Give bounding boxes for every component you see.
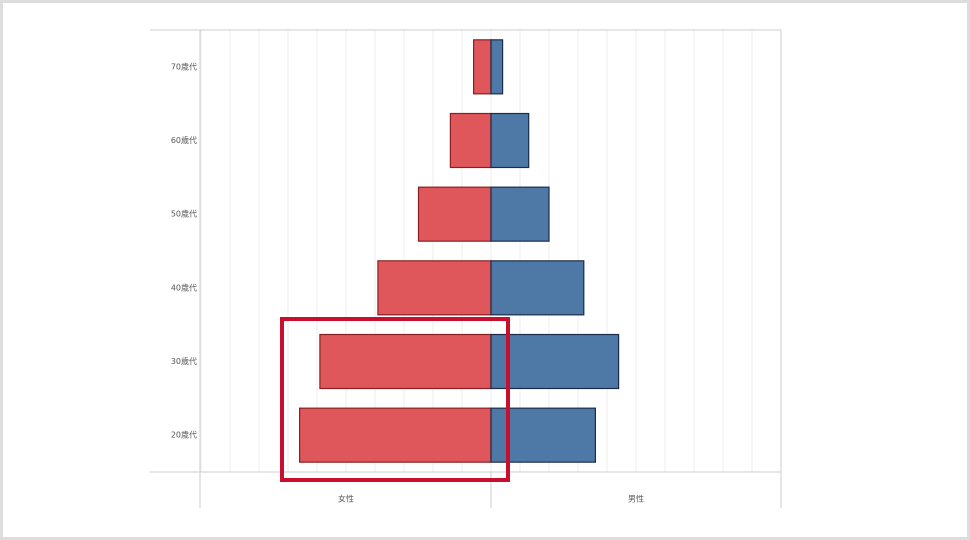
- bar: [377, 260, 492, 316]
- y-tick-label: 50歳代: [171, 209, 197, 219]
- bar: [473, 39, 492, 95]
- legend-label: 男性: [628, 494, 644, 504]
- bar: [417, 186, 492, 242]
- y-tick-label: 60歳代: [171, 135, 197, 145]
- bar: [449, 112, 492, 169]
- bar: [490, 260, 585, 316]
- bar: [490, 333, 620, 390]
- bar: [490, 186, 550, 242]
- bar: [490, 112, 530, 169]
- highlight-box: [280, 317, 510, 482]
- bar: [299, 407, 492, 463]
- grid: [200, 30, 782, 472]
- y-tick-label: 30歳代: [171, 356, 197, 366]
- y-tick-label: 20歳代: [171, 430, 197, 440]
- legend-label: 女性: [338, 494, 354, 504]
- bar: [490, 39, 504, 95]
- y-tick-label: 70歳代: [171, 61, 197, 71]
- bar: [319, 333, 492, 390]
- y-tick-label: 40歳代: [171, 282, 197, 292]
